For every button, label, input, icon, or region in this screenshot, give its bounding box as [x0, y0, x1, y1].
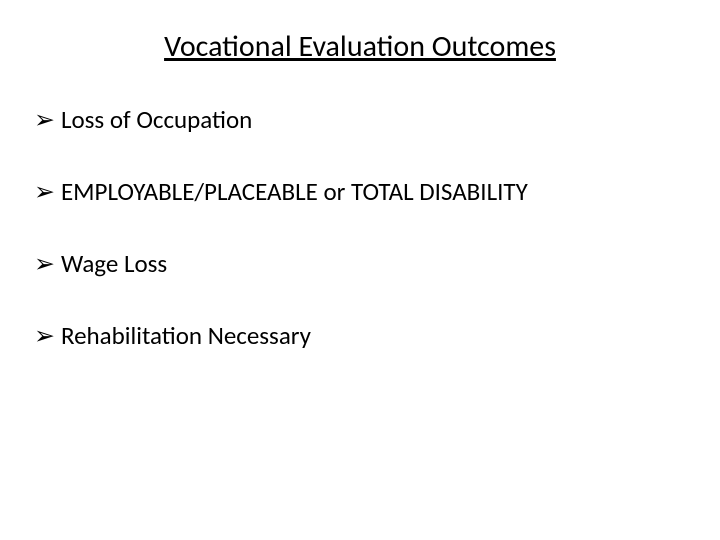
list-item: ➢ Wage Loss	[34, 249, 690, 279]
slide-title: Vocational Evaluation Outcomes	[30, 28, 690, 65]
arrow-bullet-icon: ➢	[34, 177, 55, 207]
list-item-text: Wage Loss	[61, 249, 167, 279]
list-item-text: EMPLOYABLE/PLACEABLE or TOTAL DISABILITY	[61, 177, 528, 207]
arrow-bullet-icon: ➢	[34, 249, 55, 279]
arrow-bullet-icon: ➢	[34, 105, 55, 135]
list-item: ➢ EMPLOYABLE/PLACEABLE or TOTAL DISABILI…	[34, 177, 690, 207]
list-item-text: Loss of Occupation	[61, 105, 252, 135]
list-item: ➢ Rehabilitation Necessary	[34, 321, 690, 351]
list-item-text: Rehabilitation Necessary	[61, 321, 311, 351]
outcomes-list: ➢ Loss of Occupation ➢ EMPLOYABLE/PLACEA…	[30, 105, 690, 351]
arrow-bullet-icon: ➢	[34, 321, 55, 351]
list-item: ➢ Loss of Occupation	[34, 105, 690, 135]
